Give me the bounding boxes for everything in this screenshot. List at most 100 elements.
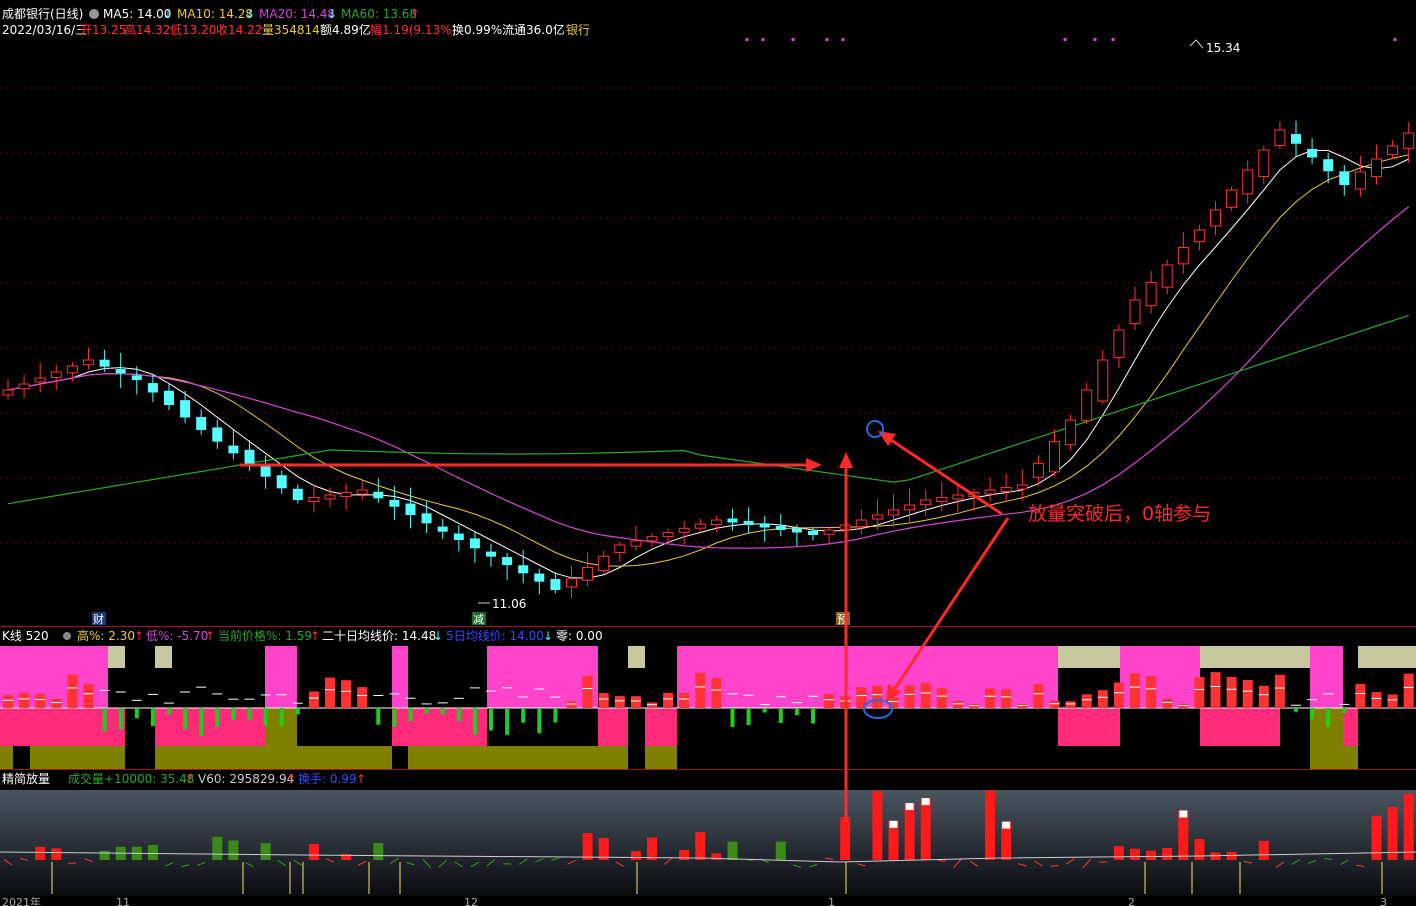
indicator-settings-icon[interactable] [63,632,71,640]
zone-bottom [125,746,155,769]
zero-axis-circle [863,699,893,719]
indicator-bar-up [1242,679,1253,708]
candle-body-down [518,565,529,574]
indicator-bar-down [102,708,107,732]
zone-bottom [1200,746,1280,769]
candle-body-up [904,504,916,511]
candle-body-down [534,573,545,582]
volume-tick [180,864,190,868]
signal-dot [1111,38,1115,41]
volume-bar [260,843,271,860]
volume-bar [1130,848,1140,860]
volume-bar [920,798,931,860]
ma20-price-arrow: ↓ [433,629,443,643]
candle-body-up [18,383,30,390]
volume-indicator-name[interactable]: 精简放量 [2,771,50,786]
zone-upper [297,646,392,668]
bar-close: 收14.22 [216,23,262,37]
bar-change: 幅1.19(9.13%) [370,22,456,37]
ma20-line [7,206,1410,549]
indicator-name[interactable]: K线 520 [2,629,49,643]
zone-upper [265,646,297,668]
volume-tick [1307,860,1317,864]
financial-report-marker[interactable] [92,612,106,625]
volume-tick [792,864,802,868]
volume-bar [695,832,706,860]
max-price-label: 15.34 [1206,41,1240,55]
candle-body-up [324,494,336,500]
x-label-year: 2021年 [2,895,41,906]
candle-body-up [1371,158,1382,178]
zone-lower [598,708,628,746]
ma20-arrow: ↓ [327,7,337,21]
reduction-marker[interactable] [472,612,486,625]
volume-bar [872,791,883,860]
zone-bottom [297,746,392,769]
indicator-bar-down [134,708,139,719]
volume-bar [99,850,110,860]
indicator-bar-down [376,708,381,725]
signal-dot [791,38,795,41]
volume-tick [164,862,174,867]
signal-dot [1063,38,1067,41]
indicator-bar-up [711,677,722,708]
candle-body-up [710,519,722,526]
candle-body-up [694,523,706,529]
candle-body-down [791,528,802,533]
indicator-bar-down [118,708,123,730]
indicator-bar-down [730,708,735,727]
indicator-bar-down [1326,708,1331,727]
zone-upper-inner [125,668,155,708]
indicator-bar-up [1001,689,1012,708]
candle-body-up [984,489,996,495]
ma5-line [7,149,1409,579]
indicator-bar-up [663,692,674,708]
candle-body-up [34,377,46,383]
volume-bars [0,790,1416,894]
volume-tick [1356,864,1365,868]
pointer-arrow-line-2 [892,517,1010,691]
zone-bottom [1358,746,1416,769]
indicator-bar-up [566,701,577,708]
price-grid [0,87,1416,544]
volume-tick [1082,858,1092,869]
zone-bottom [645,746,677,769]
volume-bar [727,841,738,860]
marker-yu-text: 预 [837,613,848,626]
zone-lower [487,708,598,746]
settings-icon[interactable] [89,9,99,19]
v60-arrow: ↑ [286,772,296,786]
zone-lower [0,708,13,746]
bar-float-cap: 流通36.0亿 [502,22,565,37]
ma10-value: MA10: 14.28 [177,7,253,21]
candle-body-down [727,518,738,523]
zone-upper [677,646,1058,668]
candle-body-down [1339,171,1350,185]
max-pointer [1189,39,1204,49]
signal-dot [841,38,845,41]
signal-dots [745,38,1397,41]
candle-body-down [260,464,271,477]
indicator-bar-up [83,684,94,708]
bar-high: 高14.32 [124,22,170,37]
indicator-bar-up [614,696,625,708]
zone-bottom [1310,746,1343,769]
cur-pct-arrow: ↑ [310,629,320,643]
zone-upper [1358,646,1416,668]
bar-turnover: 换0.99% [452,23,502,37]
volume-bar [228,840,239,860]
candle-body-down [437,526,448,532]
indicator-bar-down [167,708,171,715]
low-pct-arrow: ↑ [205,629,215,643]
indicator-bar-down [424,708,429,714]
candle-body-down [276,475,287,489]
signal-dot [825,38,829,41]
indicator-bar-up [1194,677,1205,708]
indicator-bar-up [308,691,319,708]
candle-body-up [66,365,78,374]
volume-tick [454,861,464,868]
candle-body-up [1193,229,1205,243]
zone-upper [1310,646,1343,668]
volume-tick [1050,864,1059,867]
candle-body-down [486,551,496,557]
